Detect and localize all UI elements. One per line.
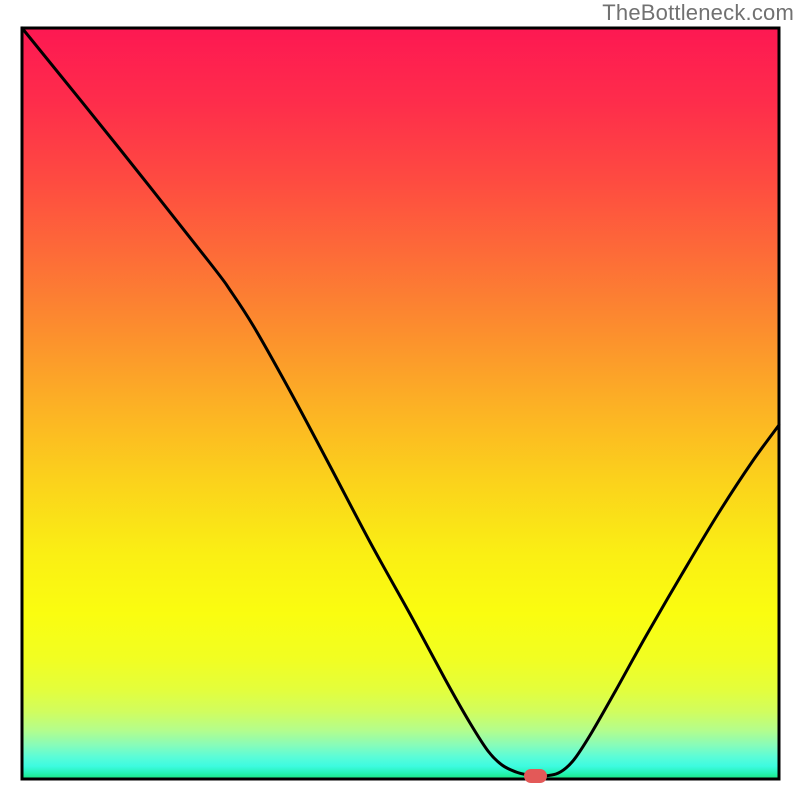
bottleneck-chart bbox=[0, 0, 800, 800]
plot-background bbox=[22, 28, 779, 779]
optimal-marker bbox=[524, 769, 547, 783]
chart-wrapper: TheBottleneck.com bbox=[0, 0, 800, 800]
